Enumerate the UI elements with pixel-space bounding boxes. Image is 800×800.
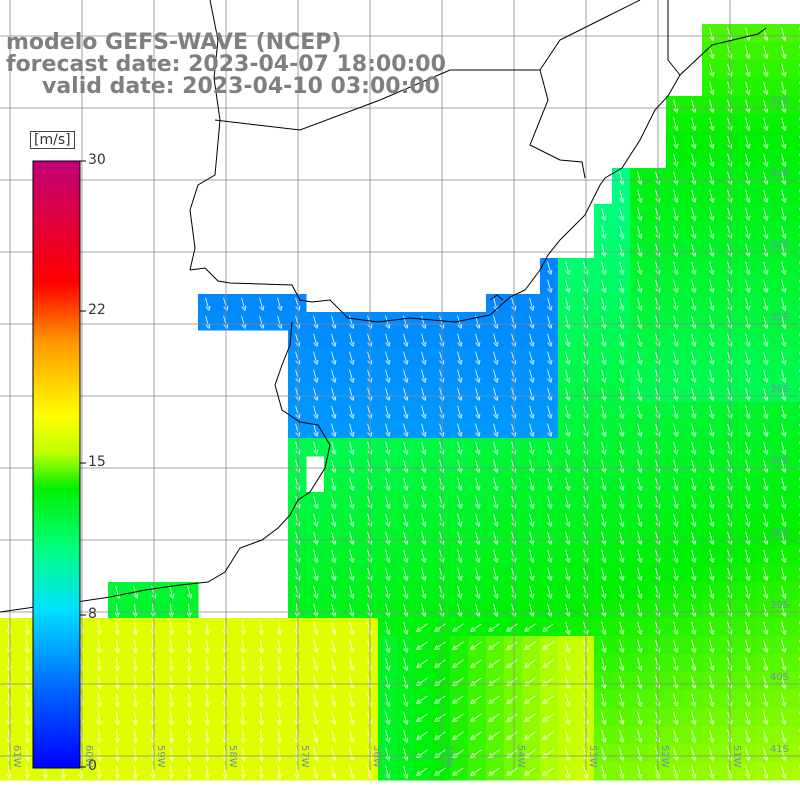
latitude-label: 33S: [770, 168, 790, 179]
longitude-label: 52W: [659, 745, 670, 768]
wind-speed-cell: [792, 168, 800, 187]
latitude-label: 35S: [770, 312, 790, 323]
wind-speed-cell: [792, 384, 800, 403]
colorbar-tick-label: 30: [88, 152, 106, 168]
colorbar-unit-label: [m/s]: [30, 131, 75, 149]
longitude-label: 61W: [11, 745, 22, 768]
latitude-label: 36S: [770, 384, 790, 395]
longitude-label: 59W: [155, 745, 166, 768]
wind-speed-cell: [792, 672, 800, 691]
wind-speed-cell: [792, 132, 800, 151]
wind-speed-cell: [792, 78, 800, 97]
wind-speed-cell: [792, 114, 800, 133]
latitude-label: 32S: [770, 96, 790, 107]
wind-speed-cell: [792, 546, 800, 565]
wind-speed-cell: [792, 402, 800, 421]
wind-speed-cell: [792, 366, 800, 385]
longitude-label: 60W: [83, 745, 94, 768]
wind-speed-cell: [792, 420, 800, 439]
wind-speed-cell: [792, 24, 800, 43]
wind-speed-cell: [792, 294, 800, 313]
longitude-label: 53W: [587, 745, 598, 768]
wind-speed-cell: [792, 744, 800, 763]
wind-speed-cell: [792, 654, 800, 673]
wind-speed-cell: [792, 42, 800, 61]
wind-speed-cell: [792, 636, 800, 655]
wind-speed-cell: [792, 762, 800, 781]
wind-speed-cell: [792, 330, 800, 349]
latitude-label: 41S: [770, 744, 790, 755]
wind-speed-field: [0, 24, 800, 781]
longitude-label: 55W: [443, 745, 454, 768]
wind-speed-cell: [792, 240, 800, 259]
longitude-label: 58W: [227, 745, 238, 768]
wind-speed-cell: [792, 618, 800, 637]
wind-speed-cell: [792, 474, 800, 493]
latitude-label: 34S: [770, 240, 790, 251]
wind-speed-cell: [792, 492, 800, 511]
wind-speed-cell: [792, 312, 800, 331]
colorbar-tick-label: 8: [88, 606, 97, 622]
wind-speed-cell: [792, 510, 800, 529]
wind-speed-cell: [792, 222, 800, 241]
wind-speed-cell: [792, 600, 800, 619]
longitude-label: 56W: [371, 745, 382, 768]
wind-speed-cell: [792, 690, 800, 709]
latitude-label: 39S: [770, 600, 790, 611]
wind-speed-cell: [792, 564, 800, 583]
wind-speed-cell: [792, 150, 800, 169]
colorbar-tick-label: 22: [88, 302, 106, 318]
wind-speed-cell: [792, 456, 800, 475]
colorbar-gradient: [32, 160, 81, 769]
latitude-label: 40S: [770, 672, 790, 683]
wind-speed-cell: [792, 204, 800, 223]
wind-speed-cell: [792, 96, 800, 115]
wind-speed-cell: [792, 60, 800, 79]
longitude-label: 51W: [731, 745, 742, 768]
latitude-label: 38S: [770, 528, 790, 539]
wind-speed-cell: [792, 186, 800, 205]
wind-speed-cell: [792, 276, 800, 295]
wind-speed-cell: [792, 438, 800, 457]
valid-date: valid date: 2023-04-10 03:00:00: [42, 74, 440, 99]
wind-speed-cell: [792, 726, 800, 745]
colorbar: [32, 160, 86, 769]
wind-speed-cell: [792, 258, 800, 277]
longitude-label: 57W: [299, 745, 310, 768]
wind-speed-cell: [792, 582, 800, 601]
longitude-label: 54W: [515, 745, 526, 768]
colorbar-tick-label: 15: [88, 454, 106, 470]
latitude-label: 37S: [770, 456, 790, 467]
wind-speed-cell: [792, 708, 800, 727]
wind-speed-cell: [792, 348, 800, 367]
wind-speed-cell: [792, 528, 800, 547]
